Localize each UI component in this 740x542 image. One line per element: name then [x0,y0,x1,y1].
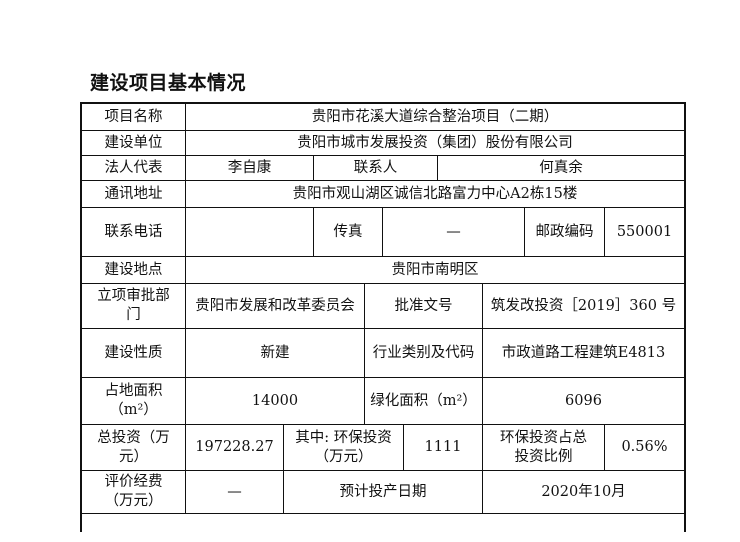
section-title: 建设项目基本情况 [90,72,247,94]
production-date-value: 2020年10月 [483,471,684,514]
legal-rep-value: 李自康 [186,156,314,181]
label-env-ratio: 环保投资占总投资比例 [483,425,605,471]
label-builder: 建设单位 [82,131,186,156]
site-value: 贵阳市南明区 [186,257,684,284]
label-postcode: 邮政编码 [525,208,605,257]
label-project-name: 项目名称 [82,104,186,131]
label-nature: 建设性质 [82,329,186,378]
label-address: 通讯地址 [82,181,186,208]
investment-value: 197228.27 [186,425,284,471]
project-name-value: 贵阳市花溪大道综合整治项目（二期） [186,104,684,131]
label-eval-cost: 评价经费（万元） [82,471,186,514]
label-approval-doc: 批准文号 [365,284,483,329]
label-production-date: 预计投产日期 [284,471,483,514]
approval-value: 贵阳市发展和改革委员会 [186,284,365,329]
label-approval: 立项审批部门 [82,284,186,329]
nature-value: 新建 [186,329,365,378]
phone-value [186,208,314,257]
label-investment: 总投资（万元） [82,425,186,471]
label-area: 占地面积（m²） [82,378,186,425]
label-fax: 传真 [314,208,383,257]
label-site: 建设地点 [82,257,186,284]
label-green-area: 绿化面积（m²） [365,378,483,425]
builder-value: 贵阳市城市发展投资（集团）股份有限公司 [186,131,684,156]
eval-cost-value: — [186,471,284,514]
env-investment-value: 1111 [404,425,483,471]
label-legal-rep: 法人代表 [82,156,186,181]
label-contact: 联系人 [314,156,438,181]
fax-value: — [383,208,525,257]
project-info-table: 项目名称 贵阳市花溪大道综合整治项目（二期） 建设单位 贵阳市城市发展投资（集团）股份… [80,102,686,532]
area-value: 14000 [186,378,365,425]
label-env-investment: 其中: 环保投资（万元） [284,425,404,471]
green-area-value: 6096 [483,378,684,425]
env-ratio-value: 0.56% [605,425,684,471]
approval-doc-value: 筑发改投资［2019］360 号 [483,284,684,329]
industry-value: 市政道路工程建筑E4813 [483,329,684,378]
address-value: 贵阳市观山湖区诚信北路富力中心A2栋15楼 [186,181,684,208]
next-row [82,514,684,542]
label-phone: 联系电话 [82,208,186,257]
contact-value: 何真余 [438,156,684,181]
label-industry: 行业类别及代码 [365,329,483,378]
postcode-value: 550001 [605,208,684,257]
